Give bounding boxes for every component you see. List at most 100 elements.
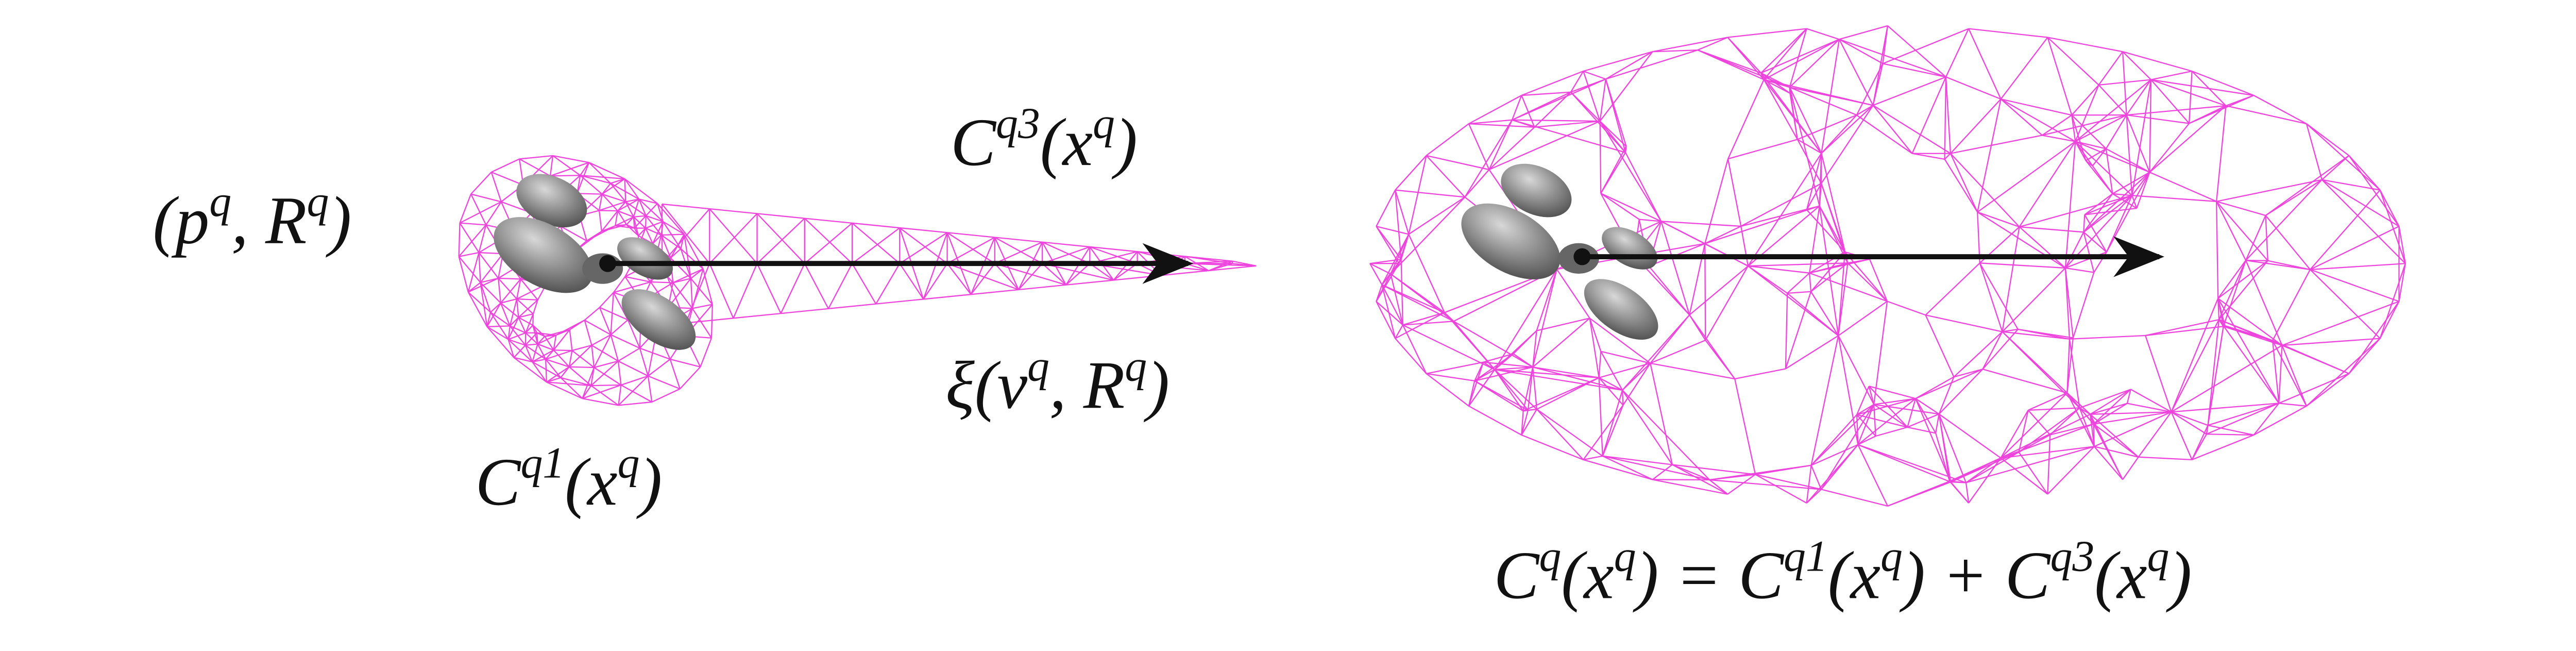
mesh-edge (1536, 318, 1590, 331)
mesh-edge (480, 253, 504, 283)
mesh-edge (590, 385, 619, 406)
mesh-edge (2042, 114, 2072, 136)
mesh-edge (2066, 392, 2094, 425)
mesh-edge (2278, 373, 2349, 404)
mesh-edge (624, 178, 640, 199)
mesh-edge (1789, 87, 1798, 140)
mesh-edge (1018, 263, 1043, 290)
mesh-edge (617, 210, 628, 225)
mesh-edge (1950, 135, 2043, 154)
mesh-edge (1968, 28, 2002, 99)
mesh-edge (1018, 284, 1066, 291)
mesh-edge (645, 227, 662, 236)
mesh-edge (1600, 351, 1623, 391)
mesh-edge (692, 304, 713, 309)
mesh-edge (2218, 260, 2268, 320)
mesh-edge (2150, 79, 2190, 124)
mesh-edge (2019, 226, 2066, 269)
mesh-edge (569, 366, 595, 369)
mesh-edge (1495, 369, 1623, 391)
mesh-edge (2138, 456, 2192, 461)
mesh-edge (544, 336, 554, 350)
mesh-edge (1488, 126, 1535, 170)
mesh-edge (1950, 457, 2001, 483)
mesh-edge (1602, 455, 1653, 480)
mesh-edge (500, 303, 511, 326)
mesh-edge (1915, 398, 1937, 433)
mesh-edge (639, 348, 649, 376)
mesh-edge (781, 308, 829, 314)
label-text: ) (1143, 347, 1170, 423)
mesh-edge (2206, 403, 2279, 435)
mesh-edge (1809, 273, 1812, 292)
mesh-edge (1395, 338, 1427, 374)
mesh-edge (2171, 319, 2220, 412)
mesh-edge (1727, 28, 1807, 38)
mesh-edge (1755, 474, 1807, 504)
mesh-edge (1390, 196, 1466, 275)
mesh-edge (1982, 369, 2067, 394)
mesh-edge (498, 278, 517, 299)
mesh-edge (2112, 193, 2132, 196)
mesh-edge (1468, 362, 1484, 407)
mesh-edge (2136, 172, 2150, 209)
mesh-edge (2094, 446, 2139, 458)
mesh-edge (2131, 172, 2150, 196)
mesh-edge (591, 334, 612, 346)
mesh-edge (639, 347, 671, 360)
mesh-edge (2253, 405, 2307, 436)
mesh-edge (827, 263, 853, 309)
mesh-edge (590, 360, 619, 386)
mesh-edge (680, 234, 685, 249)
mesh-edge (1847, 262, 1888, 302)
mesh-edge (1764, 39, 1840, 80)
mesh-edge (1872, 25, 1889, 106)
mesh-edge (2085, 160, 2113, 194)
mesh-edge (537, 343, 554, 351)
mesh-edge (852, 222, 901, 264)
mesh-edge (1527, 367, 1534, 411)
mesh-edge (602, 193, 626, 203)
mesh-edge (1600, 193, 1662, 222)
mesh-edge (1705, 265, 1749, 341)
mesh-edge (1652, 464, 1673, 480)
mesh-edge (1381, 233, 1410, 286)
mesh-edge (1819, 153, 1822, 206)
mesh-edge (1709, 464, 1811, 481)
mesh-edge (1599, 51, 1653, 122)
mesh-edge (1402, 324, 1427, 374)
mesh-edge (2105, 114, 2127, 149)
mesh-edge (1599, 121, 1662, 222)
mesh-edge (2083, 231, 2107, 253)
mesh-edge (660, 235, 671, 258)
mesh-edge (525, 325, 534, 333)
mesh-edge (1949, 480, 1969, 504)
mesh-edge (480, 282, 488, 327)
mesh-edge (947, 263, 1019, 291)
mesh-edge (2002, 331, 2080, 409)
mesh-edge (617, 198, 639, 212)
mesh-edge (690, 278, 693, 309)
mesh-edge (1376, 225, 1409, 235)
mesh-edge (1400, 259, 1404, 325)
mesh-edge (2398, 226, 2406, 264)
mesh-edge (2098, 85, 2127, 115)
mesh-edge (2019, 195, 2132, 228)
mesh-edge (1874, 398, 1916, 405)
mesh-edge (532, 344, 538, 362)
mesh-edge (1453, 321, 1533, 368)
mesh-edge (1395, 190, 1410, 235)
mesh-edge (2075, 141, 2150, 173)
mesh-edge (2279, 403, 2307, 407)
mesh-edge (1839, 25, 1888, 40)
mesh-edge (617, 210, 634, 218)
mesh-edge (638, 198, 647, 216)
mesh-edge (2192, 70, 2254, 96)
mesh-edge (1184, 263, 1257, 267)
mesh-edge (2106, 195, 2133, 253)
mesh-edge (591, 384, 621, 387)
mesh-edge (2245, 259, 2311, 271)
mesh-edge (1689, 314, 1706, 341)
mesh-edge (561, 377, 591, 387)
mesh-edge (1821, 114, 1857, 154)
